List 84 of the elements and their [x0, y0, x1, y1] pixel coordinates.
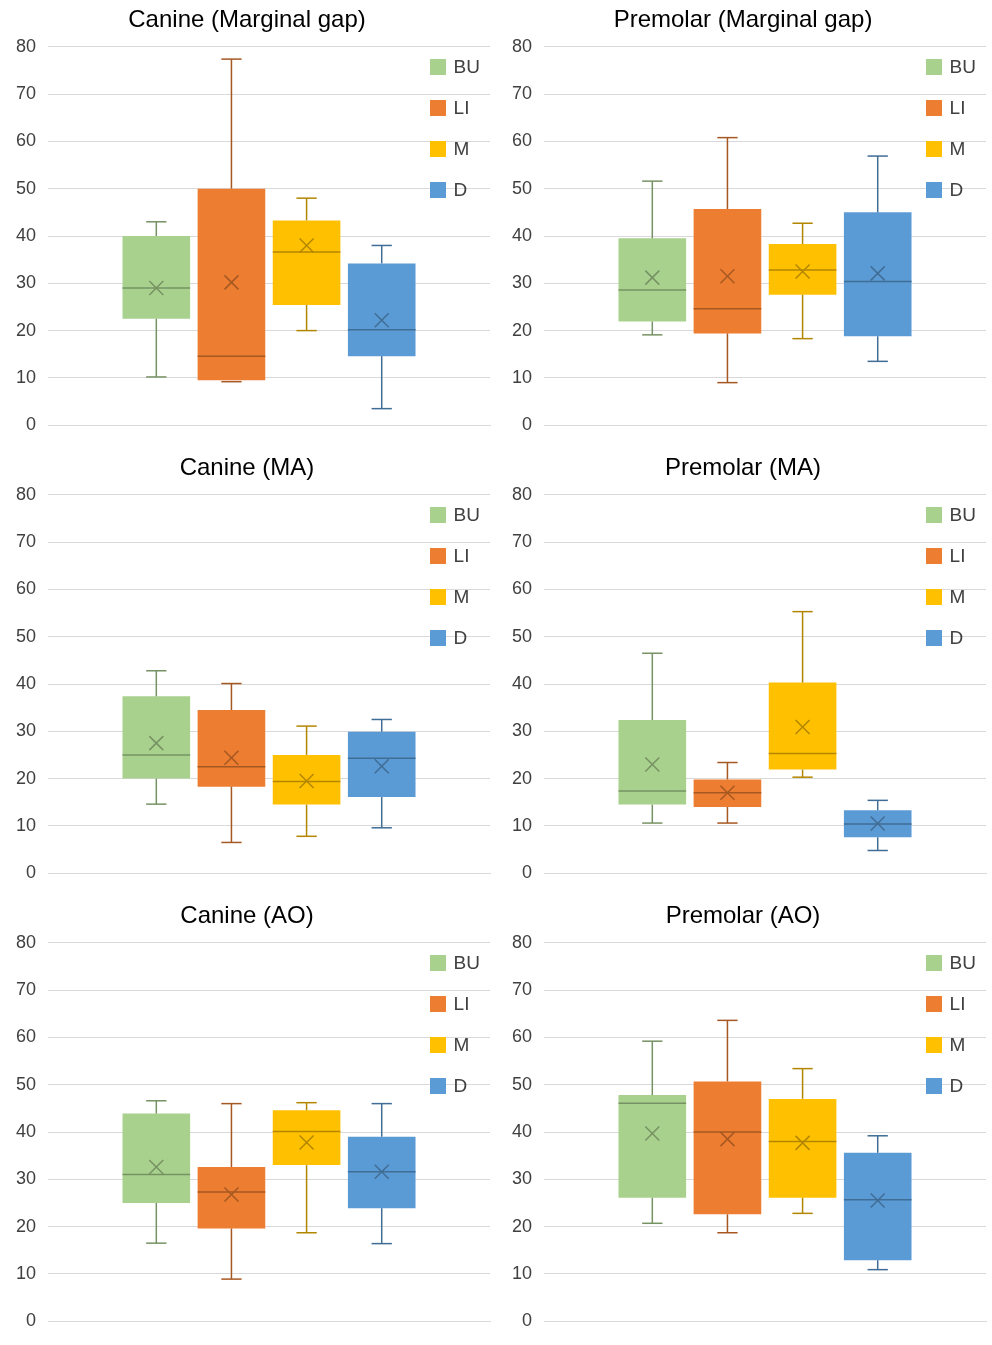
- y-tick-label: 80: [511, 483, 533, 504]
- y-tick-label: 80: [511, 35, 533, 56]
- y-tick-label: 40: [511, 1120, 533, 1141]
- legend-label: M: [453, 586, 470, 608]
- y-tick-label: 30: [15, 720, 37, 741]
- y-tick-label: 70: [15, 979, 37, 1000]
- y-tick-label: 50: [15, 177, 37, 198]
- legend-label: D: [949, 1075, 964, 1097]
- y-tick-label: 0: [26, 414, 37, 435]
- y-tick-label: 50: [511, 625, 533, 646]
- legend-label: BU: [949, 56, 976, 78]
- y-tick-label: 30: [15, 272, 37, 293]
- y-tick-label: 60: [15, 1026, 37, 1047]
- y-tick-label: 70: [511, 979, 533, 1000]
- legend-label: BU: [949, 504, 976, 526]
- y-tick-label: 50: [15, 1073, 37, 1094]
- legend-label: M: [949, 586, 966, 608]
- y-tick-label: 0: [522, 1310, 533, 1331]
- legend-label: BU: [453, 56, 480, 78]
- legend-label: D: [949, 627, 964, 649]
- chart-title: Canine (AO): [180, 901, 314, 929]
- legend-label: LI: [949, 97, 966, 119]
- y-tick-label: 40: [15, 1120, 37, 1141]
- legend-label: LI: [453, 545, 470, 567]
- legend-label: M: [453, 138, 470, 160]
- chart-title: Canine (Marginal gap): [128, 5, 366, 33]
- y-tick-label: 10: [15, 366, 37, 387]
- y-tick-label: 60: [511, 578, 533, 599]
- y-tick-label: 0: [26, 862, 37, 883]
- y-tick-label: 0: [522, 862, 533, 883]
- y-tick-label: 30: [15, 1168, 37, 1189]
- y-tick-label: 10: [511, 814, 533, 835]
- y-tick-label: 30: [511, 1168, 533, 1189]
- y-tick-label: 20: [511, 319, 533, 340]
- y-tick-label: 60: [15, 130, 37, 151]
- legend-label: BU: [453, 952, 480, 974]
- legend-label: LI: [453, 97, 470, 119]
- y-tick-label: 40: [15, 224, 37, 245]
- y-tick-label: 80: [15, 483, 37, 504]
- legend-label: BU: [949, 952, 976, 974]
- y-tick-label: 20: [15, 767, 37, 788]
- legend-label: D: [453, 1075, 468, 1097]
- legend-label: D: [949, 179, 964, 201]
- y-tick-label: 60: [511, 130, 533, 151]
- y-tick-label: 20: [15, 319, 37, 340]
- y-tick-label: 30: [511, 720, 533, 741]
- y-tick-label: 50: [511, 1073, 533, 1094]
- chart-title: Premolar (MA): [664, 453, 822, 481]
- y-tick-label: 20: [15, 1215, 37, 1236]
- legend-label: LI: [949, 545, 966, 567]
- y-tick-label: 0: [26, 1310, 37, 1331]
- y-tick-label: 10: [15, 814, 37, 835]
- y-tick-label: 80: [15, 35, 37, 56]
- y-tick-label: 20: [511, 1215, 533, 1236]
- chart-title: Premolar (Marginal gap): [613, 5, 873, 33]
- y-tick-label: 10: [15, 1262, 37, 1283]
- legend-label: M: [949, 138, 966, 160]
- y-tick-label: 20: [511, 767, 533, 788]
- y-tick-label: 30: [511, 272, 533, 293]
- y-tick-label: 70: [15, 531, 37, 552]
- legend-label: LI: [949, 993, 966, 1015]
- legend-label: BU: [453, 504, 480, 526]
- y-tick-label: 10: [511, 366, 533, 387]
- y-tick-label: 50: [15, 625, 37, 646]
- y-tick-label: 50: [511, 177, 533, 198]
- y-tick-label: 70: [511, 531, 533, 552]
- y-tick-label: 60: [511, 1026, 533, 1047]
- y-tick-label: 80: [511, 931, 533, 952]
- y-tick-label: 40: [511, 224, 533, 245]
- legend-label: LI: [453, 993, 470, 1015]
- y-tick-label: 10: [511, 1262, 533, 1283]
- legend-label: D: [453, 627, 468, 649]
- legend-label: M: [453, 1034, 470, 1056]
- y-tick-label: 60: [15, 578, 37, 599]
- y-tick-label: 40: [511, 672, 533, 693]
- chart-title: Premolar (AO): [665, 901, 821, 929]
- y-tick-label: 80: [15, 931, 37, 952]
- y-tick-label: 70: [511, 83, 533, 104]
- y-tick-label: 40: [15, 672, 37, 693]
- legend-label: D: [453, 179, 468, 201]
- chart-title: Canine (MA): [179, 453, 315, 481]
- legend-label: M: [949, 1034, 966, 1056]
- y-tick-label: 0: [522, 414, 533, 435]
- y-tick-label: 70: [15, 83, 37, 104]
